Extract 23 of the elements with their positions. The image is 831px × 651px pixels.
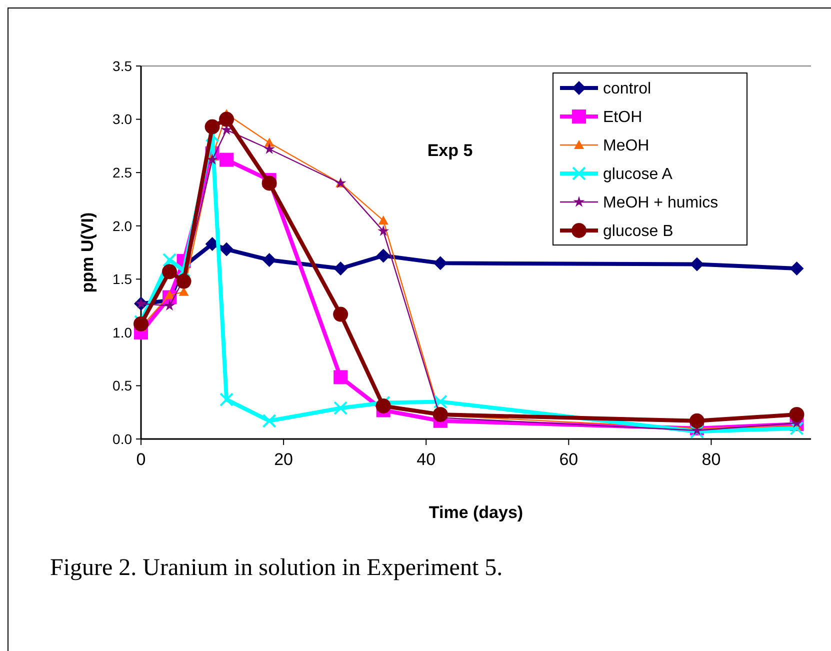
x-tick-label: 80 — [702, 450, 721, 469]
legend-label: control — [603, 80, 652, 98]
y-axis-title: ppm U(VI) — [78, 212, 97, 293]
x-axis-title: Time (days) — [428, 503, 524, 522]
x-tick-label: 60 — [559, 450, 578, 469]
y-tick-label: 3.0 — [112, 111, 132, 128]
y-tick-label: 0.5 — [112, 378, 132, 394]
y-tick-label: 2.5 — [112, 164, 132, 180]
legend-label: glucose A — [603, 166, 673, 184]
y-tick-label: 0.0 — [112, 430, 132, 447]
legend-label: MeOH — [603, 138, 650, 155]
legend-label: glucose B — [603, 223, 674, 240]
x-tick-label: 0 — [136, 450, 146, 469]
legend-label: MeOH + humics — [603, 194, 718, 212]
x-tick-label: 40 — [416, 450, 436, 469]
y-tick-label: 2.0 — [112, 218, 132, 234]
legend-label: EtOH — [603, 109, 642, 126]
annotation: Exp 5 — [427, 141, 473, 160]
x-tick-label: 20 — [274, 450, 294, 469]
y-tick-label: 3.5 — [112, 58, 132, 74]
caption: Figure 2. Uranium in solution in Experiment 5. — [50, 555, 503, 581]
y-tick-label: 1.0 — [112, 324, 132, 340]
y-tick-label: 1.5 — [112, 271, 132, 288]
